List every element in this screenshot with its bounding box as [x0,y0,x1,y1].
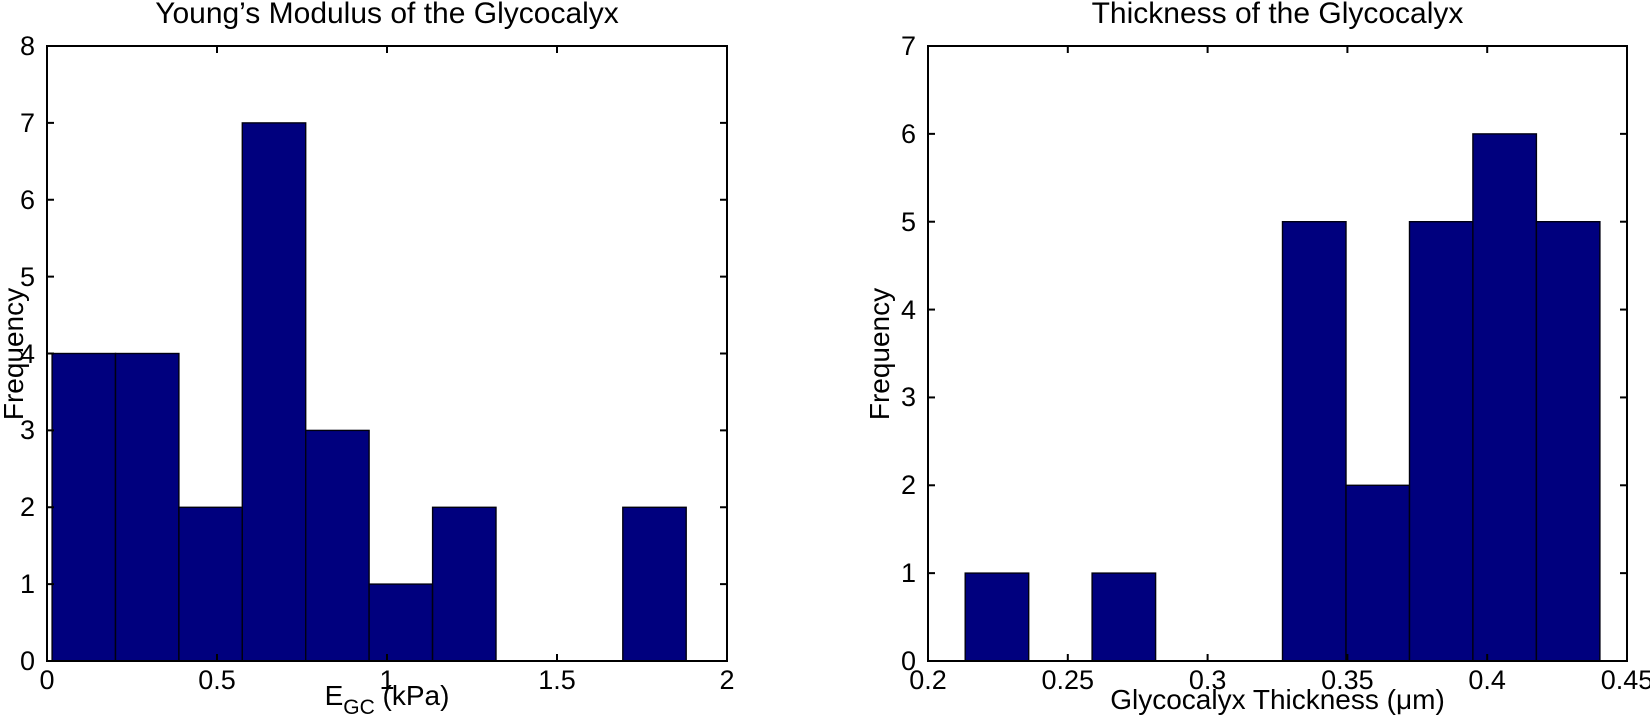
bar [114,352,180,662]
xlabel-suffix: (kPa) [374,680,450,711]
bar [1408,220,1474,662]
y-tick-label: 0 [19,646,35,676]
left-chart-title: Young’s Modulus of the Glycocalyx [155,0,619,30]
histogram-1 [927,45,1628,662]
x-tick-label: 0.35 [1321,665,1374,695]
y-tick-label: 2 [19,492,35,523]
bar [178,506,243,662]
x-tick-label: 1 [379,665,395,695]
bar [368,583,434,662]
y-tick-label: 4 [19,338,35,369]
xlabel-base: E [324,680,344,711]
bar [1345,484,1411,662]
y-tick-label: 3 [900,382,916,413]
y-tick-label: 4 [900,294,916,325]
right-chart-title: Thickness of the Glycocalyx [1091,0,1464,30]
x-tick-label: 0.4 [1468,665,1506,695]
x-tick-label: 0.45 [1600,665,1650,695]
y-tick-label: 3 [19,415,35,446]
bar [431,506,497,662]
y-tick-label: 1 [19,569,35,600]
y-tick-label: 8 [19,31,35,61]
bar [241,122,307,662]
bar [964,572,1030,662]
bar [1472,133,1538,662]
xlabel-base: Glycocalyx Thickness (μm) [1110,684,1445,715]
right-y-axis-label: Frequency [864,287,895,420]
bar [51,352,117,662]
histogram-0 [46,45,728,662]
bar [305,429,370,662]
x-tick-label: 0.2 [909,665,947,695]
x-tick-label: 1.5 [538,665,576,695]
bar [1535,220,1601,662]
y-tick-label: 5 [900,206,916,237]
bar [622,506,687,662]
y-tick-label: 5 [19,261,35,292]
y-tick-label: 6 [900,118,916,149]
right-x-axis-label: Glycocalyx Thickness (μm) [828,684,1650,720]
bar [1281,220,1347,662]
y-tick-label: 7 [900,31,916,61]
y-tick-label: 1 [900,558,916,589]
y-tick-label: 0 [900,646,916,676]
x-tick-label: 0.3 [1188,665,1227,695]
x-tick-label: 0.5 [198,665,236,695]
y-tick-label: 2 [900,470,916,501]
bar [1091,572,1157,662]
y-tick-label: 7 [19,107,35,138]
plot-frame [927,45,1628,662]
x-tick-label: 2 [719,665,735,695]
xlabel-subscript: GC [343,696,375,719]
y-tick-label: 6 [19,184,35,215]
x-tick-label: 0 [39,665,55,695]
left-x-axis-label: EGC (kPa) [0,680,837,720]
x-tick-label: 0.25 [1041,665,1095,695]
plot-frame [46,45,728,662]
